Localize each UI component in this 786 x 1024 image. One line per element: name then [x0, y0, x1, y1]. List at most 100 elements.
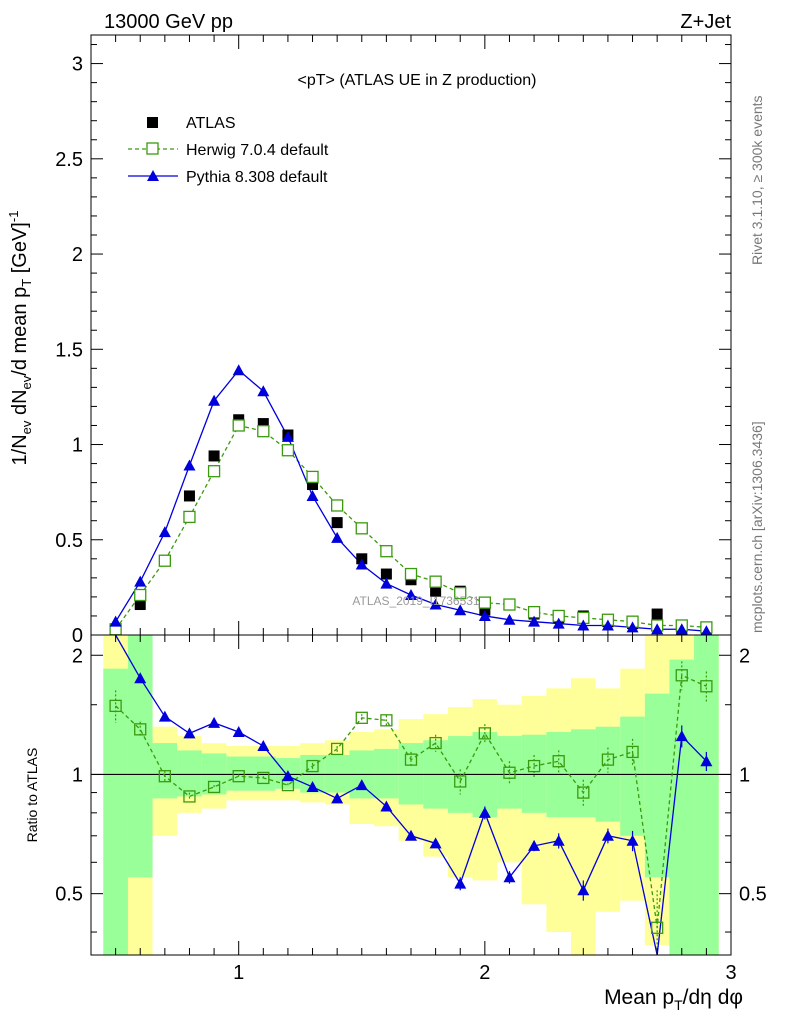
herwig-ratio-point: [134, 723, 147, 736]
main-ytick-label: 0: [72, 625, 83, 647]
herwig-point: [478, 596, 491, 609]
ratio-ytick-label: 2: [72, 645, 83, 667]
main-ytick-label: 0.5: [55, 530, 83, 552]
band-inner: [127, 635, 153, 878]
pythia-ratio-point: [355, 779, 368, 791]
herwig-ratio-point: [675, 669, 688, 682]
rivet-label: Rivet 3.1.10, ≥ 300k events: [749, 95, 765, 265]
herwig-ratio-point: [651, 921, 664, 934]
pythia-point: [675, 623, 688, 635]
band-inner: [251, 756, 276, 791]
herwig-ratio-point: [355, 711, 368, 724]
pythia-point: [478, 609, 491, 621]
herwig-ratio-point: [552, 755, 565, 768]
pythia-ratio-point: [601, 829, 614, 841]
pythia-point: [577, 619, 590, 631]
pythia-point: [331, 531, 344, 543]
herwig-ratio-point: [158, 770, 171, 783]
pythia-point: [355, 558, 368, 570]
herwig-ratio-point: [700, 680, 713, 693]
herwig-ratio-point: [454, 775, 467, 788]
herwig-ratio-point: [429, 736, 442, 750]
herwig-ratio-point: [183, 790, 196, 803]
pythia-point: [700, 625, 713, 637]
band-inner: [644, 693, 670, 878]
pythia-point: [454, 604, 467, 616]
ratio-plot-area: 0.5 0.5 1 1 2 2 1 2 3: [55, 634, 767, 984]
main-ytick-label: 3: [72, 54, 83, 76]
main-plot-area: 0 0.5 1 1.5 2 2.5 3: [55, 34, 732, 647]
herwig-point: [232, 419, 245, 432]
herwig-point: [404, 567, 418, 581]
herwig-point: [281, 444, 295, 457]
pythia-ratio-point: [183, 727, 196, 739]
atlas-point: [257, 418, 269, 430]
band-inner: [521, 734, 547, 813]
ratio-xtick-label: 2: [479, 962, 490, 984]
herwig-point: [331, 499, 344, 512]
pythia-point: [552, 617, 565, 629]
chart-title: <pT> (ATLAS UE in Z production): [298, 72, 537, 89]
main-ytick-label: 2.5: [55, 149, 83, 171]
pythia-point: [503, 613, 516, 625]
legend: ATLAS Herwig 7.0.4 default Pythia 8.308 …: [128, 115, 329, 186]
pythia-ratio-point: [503, 871, 516, 883]
atlas-point: [134, 599, 146, 611]
herwig-ratio-point: [404, 753, 418, 766]
ratio-xtick-label: 3: [725, 962, 736, 984]
pythia-point: [281, 430, 294, 442]
pythia-ratio-point: [552, 834, 565, 846]
pythia-point: [306, 489, 319, 501]
atlas-point: [208, 450, 220, 462]
main-ytick-label: 1.5: [55, 339, 83, 361]
main-ytick-label: 2: [72, 244, 83, 266]
pythia-point: [651, 623, 664, 635]
herwig-ratio-point: [527, 759, 541, 773]
herwig-point: [158, 554, 171, 567]
pythia-point: [380, 577, 393, 589]
legend-pythia-marker: [147, 170, 159, 181]
ratio-xtick-label: 1: [233, 962, 244, 984]
herwig-ratio-point: [331, 742, 344, 756]
watermark: ATLAS_2019_I1736531: [352, 594, 480, 608]
main-ytick-label: 1: [72, 435, 83, 457]
ratio-ytick-label-right: 2: [739, 645, 750, 667]
herwig-point: [355, 522, 368, 535]
herwig-ratio-point: [601, 753, 615, 766]
pythia-ratio-point: [405, 829, 417, 841]
x-axis-label: Mean pT/dη dφ: [604, 986, 743, 1013]
herwig-point: [429, 575, 442, 588]
legend-herwig-label: Herwig 7.0.4 default: [186, 142, 329, 159]
herwig-ratio-point: [577, 786, 590, 799]
ratio-ytick-label-right: 0.5: [739, 884, 767, 906]
pythia-ratio-point: [134, 672, 147, 684]
ratio-panel: 0.5 0.5 1 1 2 2 1 2 3 Ratio to ATLAS: [24, 634, 767, 984]
pythia-point: [429, 598, 442, 610]
process-label: Z+Jet: [680, 11, 731, 33]
band-inner: [620, 716, 645, 836]
legend-herwig-marker: [146, 142, 159, 155]
herwig-ratio-point: [626, 745, 639, 759]
herwig-ratio-point: [306, 759, 319, 773]
herwig-point: [503, 598, 516, 611]
pythia-ratio-point: [429, 837, 442, 849]
pythia-ratio-point: [257, 739, 270, 751]
pythia-point: [626, 621, 639, 633]
atlas-point: [183, 490, 195, 502]
herwig-ratio-point: [380, 714, 393, 727]
herwig-ratio-point: [109, 699, 122, 713]
pythia-point: [257, 385, 270, 397]
legend-atlas-marker: [147, 117, 158, 128]
pythia-ratio-point: [331, 792, 344, 804]
pythia-point: [528, 615, 541, 627]
herwig-point: [380, 545, 393, 558]
legend-atlas-label: ATLAS: [186, 115, 236, 132]
pythia-ratio-point: [577, 884, 590, 896]
herwig-point: [134, 588, 147, 602]
band-inner: [324, 754, 350, 793]
legend-pythia-label: Pythia 8.308 default: [186, 169, 328, 186]
ratio-ytick-label: 0.5: [55, 884, 83, 906]
pythia-ratio-point: [306, 780, 319, 792]
pythia-point: [183, 459, 196, 471]
